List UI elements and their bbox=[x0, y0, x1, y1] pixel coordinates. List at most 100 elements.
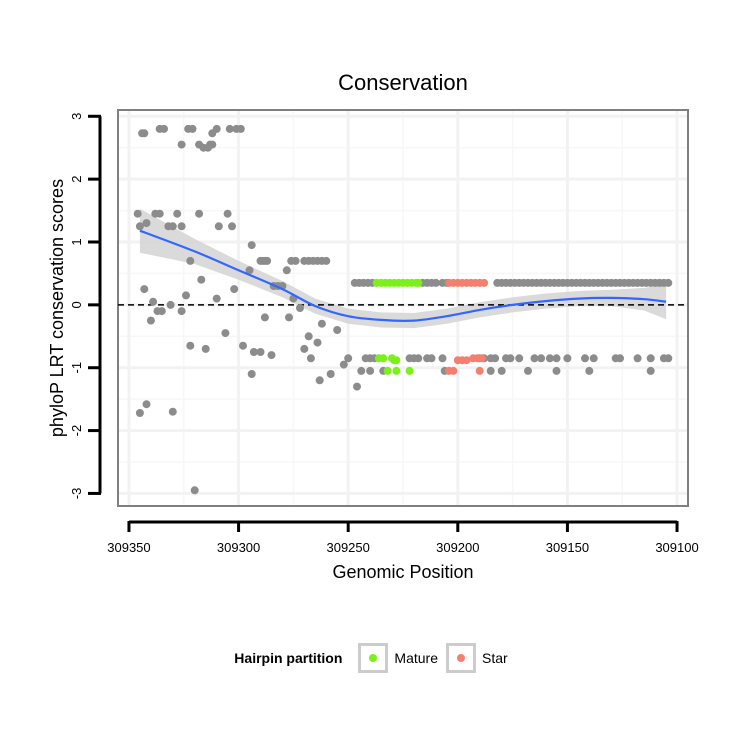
data-point bbox=[135, 222, 144, 231]
data-point bbox=[225, 124, 234, 133]
x-tick-label: 309100 bbox=[655, 540, 698, 555]
x-tick-label: 309150 bbox=[546, 540, 589, 555]
data-point bbox=[208, 140, 217, 149]
data-point bbox=[140, 129, 149, 138]
data-point bbox=[322, 256, 331, 265]
legend-item-mature: Mature bbox=[358, 643, 438, 673]
data-point bbox=[223, 209, 232, 218]
data-point bbox=[177, 222, 186, 231]
data-point bbox=[140, 285, 149, 294]
y-tick-label: 1 bbox=[69, 238, 84, 245]
y-tick-label: 0 bbox=[69, 301, 84, 308]
data-point bbox=[333, 326, 342, 334]
data-point bbox=[168, 407, 177, 416]
data-point bbox=[427, 354, 436, 363]
mature-point bbox=[383, 366, 392, 375]
y-tick-label: -3 bbox=[69, 488, 84, 500]
data-point bbox=[646, 354, 655, 363]
data-point bbox=[247, 370, 256, 378]
y-tick-label: -1 bbox=[69, 362, 84, 374]
data-point bbox=[212, 294, 221, 303]
data-point bbox=[326, 370, 335, 378]
data-point bbox=[260, 313, 269, 322]
data-point bbox=[146, 316, 155, 325]
y-axis-label: phyloP LRT conservation scores bbox=[47, 178, 67, 438]
data-point bbox=[530, 354, 539, 363]
data-point bbox=[249, 348, 258, 356]
data-point bbox=[291, 256, 300, 265]
data-point bbox=[344, 354, 353, 363]
grid-minor bbox=[119, 111, 687, 505]
y-tick-label: 3 bbox=[69, 113, 84, 120]
y-tick-label: -2 bbox=[69, 425, 84, 437]
data-point bbox=[135, 409, 144, 417]
x-tick-label: 309300 bbox=[217, 540, 260, 555]
data-point bbox=[142, 219, 151, 228]
data-point bbox=[581, 354, 589, 363]
data-point bbox=[438, 354, 447, 363]
data-point bbox=[285, 313, 293, 322]
legend-key-mature bbox=[358, 643, 389, 673]
data-point bbox=[353, 382, 361, 391]
data-point bbox=[313, 338, 322, 347]
data-point bbox=[589, 354, 598, 363]
y-tick-label: 2 bbox=[69, 176, 84, 183]
legend-item-star: Star bbox=[446, 643, 508, 673]
data-point bbox=[212, 124, 221, 133]
legend-dot-mature bbox=[369, 654, 378, 662]
smooth-curve bbox=[139, 229, 667, 322]
legend: Hairpin partition Mature Star bbox=[0, 640, 750, 676]
chart-title: Conservation bbox=[338, 70, 468, 95]
data-point bbox=[491, 354, 500, 363]
data-point bbox=[552, 366, 561, 375]
mature-point bbox=[379, 354, 388, 363]
mature-point bbox=[392, 366, 401, 375]
data-point bbox=[228, 222, 236, 231]
star-point bbox=[449, 366, 458, 375]
data-point bbox=[497, 366, 506, 375]
x-tick-label: 309250 bbox=[326, 540, 369, 555]
data-point bbox=[221, 329, 230, 338]
scatter-points bbox=[133, 124, 673, 495]
legend-label-star: Star bbox=[482, 650, 508, 666]
data-point bbox=[168, 222, 177, 231]
data-point bbox=[300, 344, 309, 353]
data-point bbox=[646, 366, 655, 375]
data-point bbox=[182, 291, 190, 300]
x-axis: 309350 309300 309250 309200 309150 309100 bbox=[107, 520, 699, 555]
data-point bbox=[247, 241, 256, 250]
data-point bbox=[515, 354, 524, 363]
data-point bbox=[366, 366, 375, 375]
data-point bbox=[149, 297, 158, 306]
data-point bbox=[537, 354, 546, 363]
legend-key-star bbox=[446, 643, 476, 673]
data-point bbox=[245, 266, 254, 275]
data-point bbox=[267, 351, 276, 360]
data-point bbox=[133, 209, 142, 218]
data-point bbox=[177, 307, 186, 316]
data-point bbox=[304, 332, 313, 341]
data-point bbox=[664, 354, 673, 363]
data-point bbox=[357, 366, 366, 375]
star-point bbox=[462, 356, 471, 365]
data-point bbox=[664, 278, 673, 287]
data-point bbox=[195, 209, 204, 218]
data-point bbox=[339, 360, 348, 369]
data-point bbox=[142, 400, 151, 409]
data-point bbox=[317, 319, 326, 328]
legend-title: Hairpin partition bbox=[234, 650, 343, 666]
x-tick-label: 309200 bbox=[436, 540, 479, 555]
data-point bbox=[282, 266, 291, 275]
data-point bbox=[524, 366, 532, 375]
data-point bbox=[177, 140, 186, 149]
star-point bbox=[477, 354, 486, 363]
data-point bbox=[214, 222, 223, 231]
data-point bbox=[633, 354, 642, 363]
data-point bbox=[201, 344, 210, 353]
mature-point bbox=[392, 356, 401, 365]
data-point bbox=[157, 307, 166, 316]
data-point bbox=[155, 209, 164, 218]
confidence-ribbon-area bbox=[139, 208, 667, 329]
data-point bbox=[236, 124, 245, 133]
